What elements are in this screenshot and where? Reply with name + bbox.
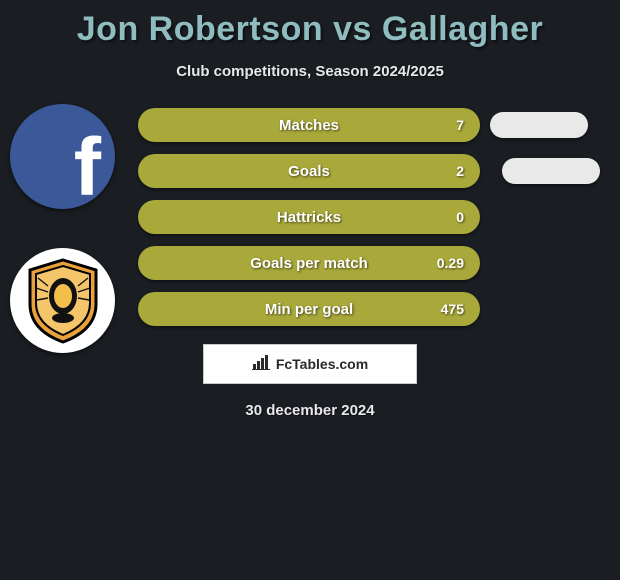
- player-avatar-1: f: [10, 104, 115, 209]
- stat-label: Matches: [279, 117, 339, 134]
- stat-label: Min per goal: [265, 301, 353, 318]
- stat-label: Goals: [288, 163, 330, 180]
- stat-row-matches: Matches 7: [138, 108, 480, 142]
- stat-row-min-per-goal: Min per goal 475: [138, 292, 480, 326]
- stat-value: 475: [441, 301, 464, 317]
- page-title: Jon Robertson vs Gallagher: [0, 0, 620, 49]
- stat-label: Goals per match: [250, 255, 368, 272]
- club-badge-icon: [10, 248, 115, 353]
- stat-value: 7: [456, 117, 464, 133]
- stat-row-goals: Goals 2: [138, 154, 480, 188]
- date-text: 30 december 2024: [0, 402, 620, 419]
- facebook-icon: f: [74, 121, 101, 209]
- opponent-pill: [490, 112, 588, 138]
- opponent-pill: [502, 158, 600, 184]
- stat-row-goals-per-match: Goals per match 0.29: [138, 246, 480, 280]
- stat-rows: Matches 7 Goals 2 Hattricks 0 Goals per …: [138, 108, 480, 326]
- player-avatar-2: [10, 248, 115, 353]
- stat-value: 0: [456, 209, 464, 225]
- stat-label: Hattricks: [277, 209, 341, 226]
- chart-icon: [252, 354, 270, 375]
- stat-value: 2: [456, 163, 464, 179]
- stat-row-hattricks: Hattricks 0: [138, 200, 480, 234]
- stat-value: 0.29: [437, 255, 464, 271]
- comparison-panel: f Matches 7 Goals 2 Hattricks 0: [0, 108, 620, 326]
- subtitle: Club competitions, Season 2024/2025: [0, 63, 620, 80]
- brand-footer[interactable]: FcTables.com: [203, 344, 417, 384]
- brand-text: FcTables.com: [276, 356, 368, 372]
